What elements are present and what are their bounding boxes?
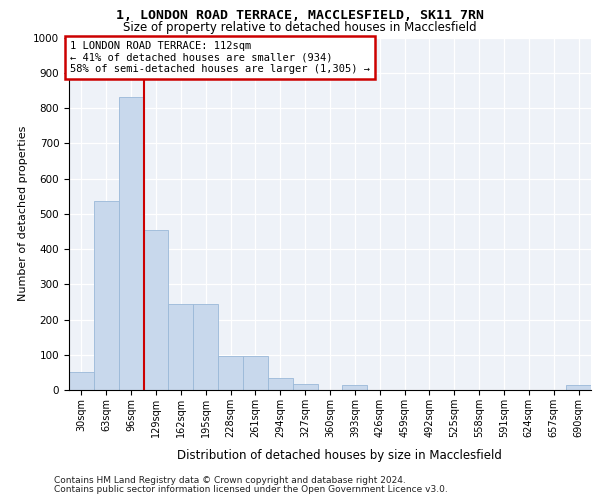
- Bar: [143, 230, 169, 390]
- Bar: [169, 304, 193, 390]
- Y-axis label: Number of detached properties: Number of detached properties: [17, 126, 28, 302]
- Bar: [94, 202, 119, 390]
- Bar: [243, 356, 268, 390]
- Text: Size of property relative to detached houses in Macclesfield: Size of property relative to detached ho…: [123, 21, 477, 34]
- Bar: [69, 372, 94, 390]
- Text: Distribution of detached houses by size in Macclesfield: Distribution of detached houses by size …: [176, 450, 502, 462]
- Text: Contains HM Land Registry data © Crown copyright and database right 2024.: Contains HM Land Registry data © Crown c…: [54, 476, 406, 485]
- Bar: [193, 304, 218, 390]
- Bar: [343, 386, 367, 390]
- Text: 1, LONDON ROAD TERRACE, MACCLESFIELD, SK11 7RN: 1, LONDON ROAD TERRACE, MACCLESFIELD, SK…: [116, 9, 484, 22]
- Bar: [268, 378, 293, 390]
- Bar: [293, 384, 317, 390]
- Text: Contains public sector information licensed under the Open Government Licence v3: Contains public sector information licen…: [54, 484, 448, 494]
- Bar: [119, 98, 143, 390]
- Bar: [566, 386, 591, 390]
- Bar: [218, 356, 243, 390]
- Text: 1 LONDON ROAD TERRACE: 112sqm
← 41% of detached houses are smaller (934)
58% of : 1 LONDON ROAD TERRACE: 112sqm ← 41% of d…: [70, 41, 370, 74]
